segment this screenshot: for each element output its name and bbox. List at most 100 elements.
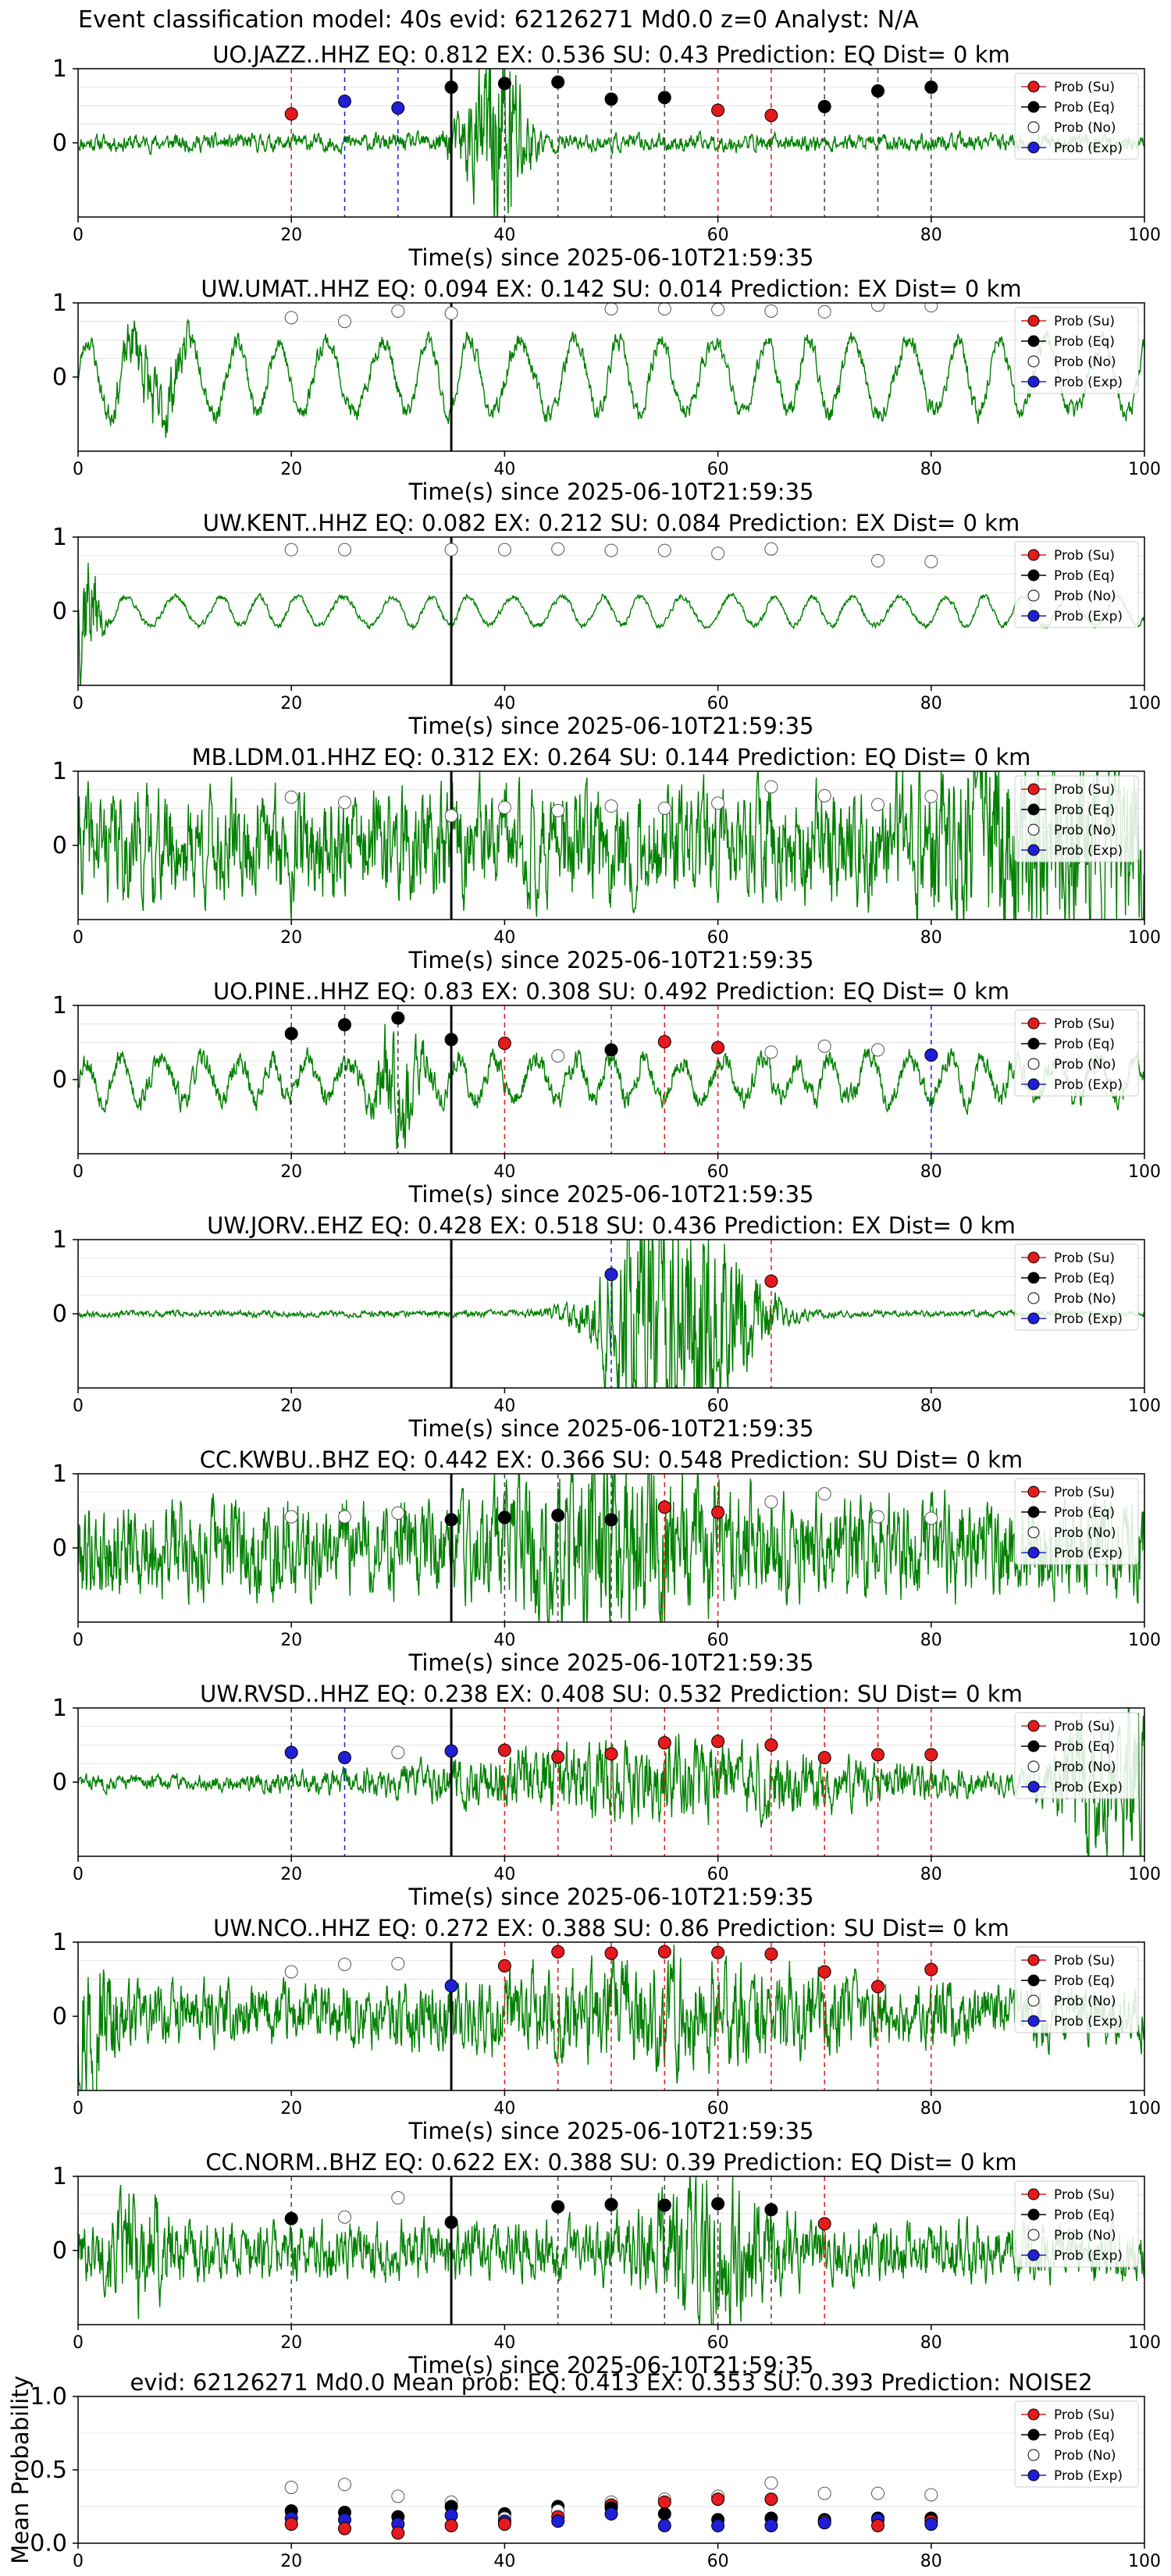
- x-tick-label: 20: [280, 1631, 302, 1650]
- legend-marker-no: [1027, 1526, 1040, 1539]
- prob-point-no: [338, 1510, 351, 1524]
- legend-label: Prob (Su): [1054, 2187, 1115, 2203]
- prob-point-su: [764, 1738, 778, 1752]
- prob-point-su: [657, 1035, 671, 1049]
- waveform-trace: [78, 69, 1144, 217]
- prob-point-su: [871, 1980, 884, 1994]
- legend-box: [1014, 2180, 1139, 2268]
- legend-marker-no: [1027, 1292, 1040, 1304]
- prob-point-su: [924, 1962, 938, 1976]
- legend-label: Prob (Eq): [1054, 2428, 1115, 2443]
- legend-label: Prob (Su): [1054, 782, 1115, 798]
- prob-point-no: [284, 790, 298, 804]
- x-tick-label: 100: [1128, 1865, 1161, 1884]
- legend-marker-no: [1027, 1760, 1040, 1773]
- prob-point-su: [764, 1947, 778, 1961]
- legend-marker-eq: [1027, 1974, 1040, 1987]
- legend-label: Prob (Eq): [1054, 1505, 1115, 1521]
- prob-point-eq: [924, 80, 938, 94]
- x-tick-label: 40: [493, 928, 515, 948]
- x-tick-label: 80: [920, 2333, 942, 2353]
- legend-label: Prob (No): [1054, 1525, 1116, 1541]
- prob-point-su: [444, 2518, 458, 2532]
- prob-point-su: [657, 2495, 671, 2509]
- legend-marker-eq: [1027, 101, 1040, 113]
- y-tick-label: 1: [52, 992, 67, 1019]
- prob-point-no: [284, 2481, 298, 2495]
- legend-label: Prob (No): [1054, 1291, 1116, 1307]
- prob-point-exp: [444, 1979, 458, 1993]
- prob-point-no: [338, 543, 351, 557]
- prob-point-no: [444, 306, 458, 320]
- y-tick-label: 1: [52, 1695, 67, 1722]
- legend-marker-su: [1027, 1251, 1040, 1264]
- prob-point-eq: [284, 2211, 298, 2226]
- prob-point-no: [551, 1049, 565, 1063]
- prob-point-su: [551, 1750, 565, 1764]
- x-tick-label: 100: [1128, 928, 1161, 948]
- prob-point-no: [604, 799, 618, 813]
- legend: Prob (Su) Prob (Eq) Prob (No) Prob (Exp): [1014, 1946, 1139, 2033]
- prob-point-eq: [551, 75, 565, 89]
- plot-area: [78, 771, 1144, 920]
- prob-point-exp: [444, 1744, 458, 1758]
- x-tick-label: 20: [280, 2333, 302, 2353]
- prob-point-no: [497, 543, 511, 557]
- legend-marker-no: [1027, 355, 1040, 368]
- prob-point-no: [338, 315, 351, 329]
- legend-box: [1014, 1244, 1139, 1331]
- x-tick-label: 60: [707, 928, 729, 948]
- prob-point-eq: [711, 2197, 725, 2211]
- prob-point-su: [711, 1735, 725, 1749]
- legend-label: Prob (Su): [1054, 1485, 1115, 1500]
- x-tick-label: 40: [493, 2552, 515, 2571]
- subplot-title: evid: 62126271 Md0.0 Mean prob: EQ: 0.41…: [130, 2369, 1092, 2396]
- legend-label: Prob (Su): [1054, 548, 1115, 564]
- prob-point-no: [657, 543, 671, 557]
- x-tick-label: 80: [920, 1162, 942, 1182]
- x-tick-label: 80: [920, 2099, 942, 2119]
- legend-label: Prob (Su): [1054, 1953, 1115, 1969]
- legend-label: Prob (Exp): [1054, 1311, 1123, 1327]
- prob-point-no: [711, 796, 725, 810]
- x-tick-label: 40: [493, 1865, 515, 1884]
- legend-marker-su: [1027, 1720, 1040, 1732]
- prob-point-no: [871, 303, 884, 312]
- legend-label: Prob (No): [1054, 120, 1116, 136]
- x-tick-label: 60: [707, 2552, 729, 2571]
- x-tick-label: 80: [920, 226, 942, 245]
- x-tick-label: 0: [73, 694, 84, 713]
- x-tick-label: 40: [493, 460, 515, 479]
- waveform-trace: [78, 1708, 1144, 1856]
- y-tick-label: 0: [52, 598, 67, 625]
- prob-point-eq: [284, 1026, 298, 1041]
- plot-area: [78, 1474, 1144, 1622]
- y-tick-label: 0: [52, 364, 67, 391]
- legend-label: Prob (Eq): [1054, 1037, 1115, 1052]
- plot-area: [78, 69, 1144, 217]
- legend: Prob (Su) Prob (Eq) Prob (No) Prob (Exp): [1014, 2180, 1139, 2268]
- prob-point-no: [444, 543, 458, 557]
- legend-label: Prob (Eq): [1054, 334, 1115, 350]
- x-tick-label: 80: [920, 694, 942, 713]
- figure-suptitle: Event classification model: 40s evid: 62…: [78, 6, 919, 34]
- prob-point-su: [604, 1946, 618, 1960]
- legend-label: Prob (Exp): [1054, 1546, 1123, 1561]
- prob-point-su: [817, 2217, 831, 2231]
- legend-box: [1014, 1946, 1139, 2033]
- x-tick-label: 100: [1128, 1397, 1161, 1416]
- prob-point-su: [711, 103, 725, 117]
- x-tick-label: 40: [493, 1397, 515, 1416]
- prob-point-no: [551, 542, 565, 556]
- prob-point-exp: [817, 2516, 831, 2530]
- legend-label: Prob (Su): [1054, 1719, 1115, 1735]
- prob-point-exp: [764, 2518, 778, 2532]
- x-tick-label: 80: [920, 2552, 942, 2571]
- plot-area: [78, 537, 1144, 685]
- legend-marker-eq: [1027, 569, 1040, 582]
- subplot-title: UO.PINE..HHZ EQ: 0.83 EX: 0.308 SU: 0.49…: [213, 978, 1009, 1005]
- legend-box: [1014, 73, 1139, 160]
- legend-marker-eq: [1027, 1272, 1040, 1284]
- legend-marker-eq: [1027, 335, 1040, 347]
